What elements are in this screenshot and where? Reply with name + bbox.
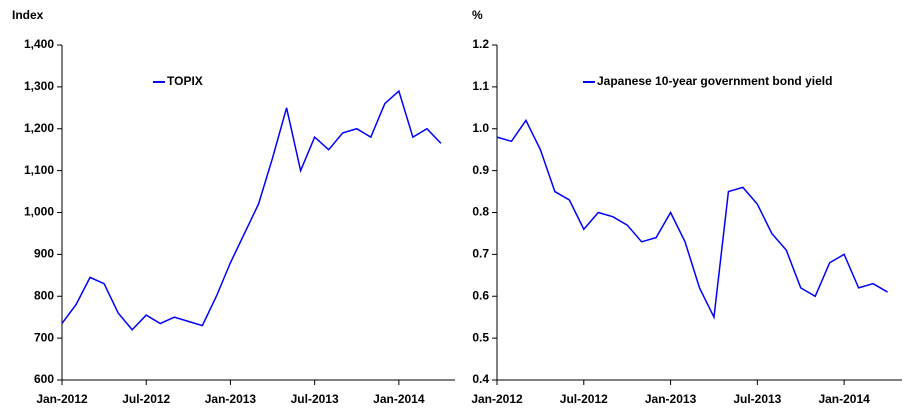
x-tick-label: Jan-2013: [205, 392, 257, 406]
y-tick-label: 1,300: [24, 79, 54, 93]
series-line: [496, 118, 888, 320]
x-tick-label: Jan-2014: [373, 392, 425, 406]
y-tick-label: 0.8: [472, 205, 489, 219]
y-tick-label: 700: [34, 330, 54, 344]
y-tick-label: 1.0: [472, 121, 489, 135]
x-tick-label: Jul-2013: [733, 392, 781, 406]
y-tick-label: 1,400: [24, 37, 54, 51]
x-tick-label: Jan-2012: [471, 392, 523, 406]
y-tick-label: 0.5: [472, 330, 489, 344]
x-tick-label: Jul-2012: [560, 392, 608, 406]
y-tick-label: 1,000: [24, 205, 54, 219]
x-tick-label: Jul-2012: [122, 392, 170, 406]
y-tick-label: 0.7: [472, 247, 489, 261]
y-tick-label: 0.4: [472, 372, 489, 386]
series-line: [61, 89, 442, 331]
x-tick-label: Jan-2014: [818, 392, 870, 406]
y-tick-label: 0.6: [472, 288, 489, 302]
legend-label: Japanese 10-year government bond yield: [597, 74, 832, 88]
y-tick-label: 0.9: [472, 163, 489, 177]
y-tick-label: 800: [34, 288, 54, 302]
y-tick-label: 900: [34, 247, 54, 261]
x-tick-label: Jan-2013: [645, 392, 697, 406]
y-axis-label: %: [472, 8, 483, 22]
x-tick-label: Jul-2013: [291, 392, 339, 406]
y-tick-label: 1.2: [472, 37, 489, 51]
y-tick-label: 600: [34, 372, 54, 386]
y-tick-label: 1,100: [24, 163, 54, 177]
x-tick-label: Jan-2012: [36, 392, 88, 406]
legend-label: TOPIX: [167, 74, 203, 88]
y-axis-label: Index: [12, 8, 44, 22]
y-tick-label: 1,200: [24, 121, 54, 135]
y-tick-label: 1.1: [472, 79, 489, 93]
